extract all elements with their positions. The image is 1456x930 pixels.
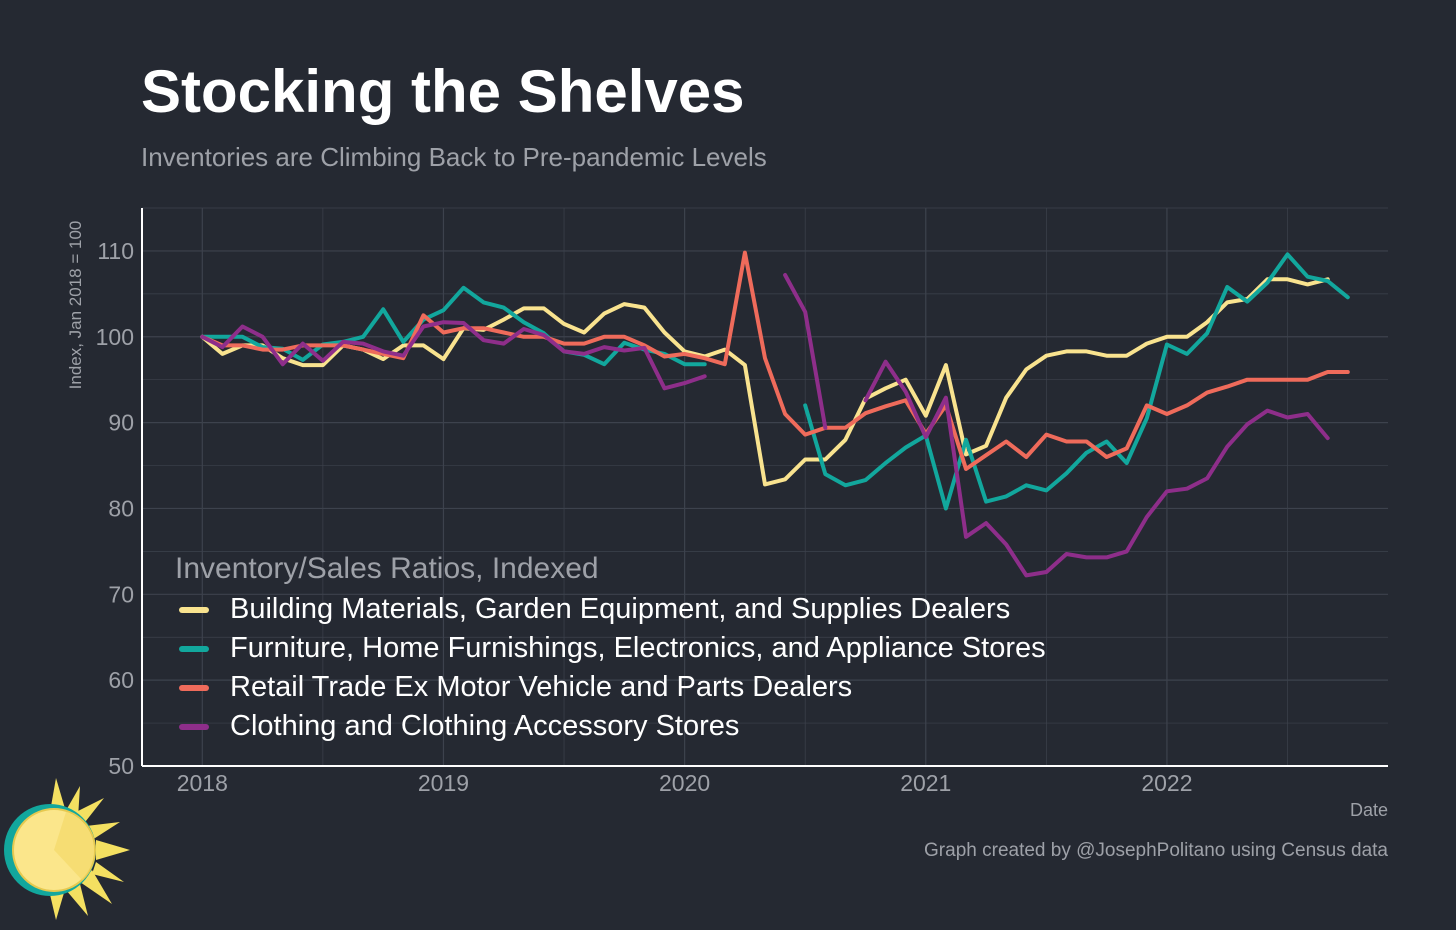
grid-lines	[142, 207, 1388, 767]
legend-label: Furniture, Home Furnishings, Electronics…	[230, 632, 1046, 664]
legend-title: Inventory/Sales Ratios, Indexed	[175, 552, 599, 585]
series-segment	[200, 250, 1350, 471]
series-segment	[200, 320, 707, 391]
x-tick-label: 2020	[659, 770, 710, 796]
y-tick-label: 90	[108, 410, 134, 436]
legend-label: Retail Trade Ex Motor Vehicle and Parts …	[230, 671, 853, 703]
x-tick-label: 2018	[177, 770, 228, 796]
y-tick-label: 110	[97, 238, 134, 264]
legend-item: Clothing and Clothing Accessory Stores	[175, 707, 1046, 746]
y-tick-label: 80	[108, 495, 134, 521]
y-tick-label: 60	[108, 667, 134, 693]
x-tick-label: 2021	[900, 770, 951, 796]
series-line	[200, 250, 1350, 471]
legend-item: Furniture, Home Furnishings, Electronics…	[175, 629, 1046, 668]
series-segment	[803, 252, 1350, 511]
x-tick-label: 2022	[1141, 770, 1192, 796]
legend: Inventory/Sales Ratios, Indexed Building…	[175, 552, 1046, 746]
y-tick-label: 100	[96, 324, 134, 350]
x-axis-label: Date	[1349, 800, 1388, 820]
legend-swatch	[179, 684, 209, 691]
legend-item: Retail Trade Ex Motor Vehicle and Parts …	[175, 668, 1046, 707]
series-line	[200, 277, 1330, 487]
series-segment	[200, 277, 1330, 487]
series-lines	[200, 250, 1350, 578]
series-segment	[783, 273, 828, 430]
page-subtitle: Inventories are Climbing Back to Pre-pan…	[141, 142, 767, 172]
legend-label: Building Materials, Garden Equipment, an…	[230, 593, 1011, 625]
page-title: Stocking the Shelves	[141, 58, 745, 125]
source-caption: Graph created by @JosephPolitano using C…	[924, 840, 1388, 861]
legend-swatch	[179, 645, 209, 652]
series-segment	[863, 359, 1330, 578]
sun-shade	[54, 812, 95, 880]
sun-logo-icon	[4, 778, 130, 920]
series-line	[200, 273, 1330, 578]
y-tick-label: 50	[108, 753, 134, 779]
x-tick-label: 2019	[418, 770, 469, 796]
axes: 50 60 70 80 90 100 110 2018 2019 2020 2021 2022	[96, 208, 1388, 796]
legend-swatch	[179, 723, 209, 730]
y-tick-label: 70	[108, 581, 134, 607]
legend-label: Clothing and Clothing Accessory Stores	[230, 710, 740, 742]
legend-swatch	[179, 606, 209, 613]
y-axis-label: Index, Jan 2018 = 100	[66, 221, 85, 390]
legend-item: Building Materials, Garden Equipment, an…	[175, 590, 1046, 629]
